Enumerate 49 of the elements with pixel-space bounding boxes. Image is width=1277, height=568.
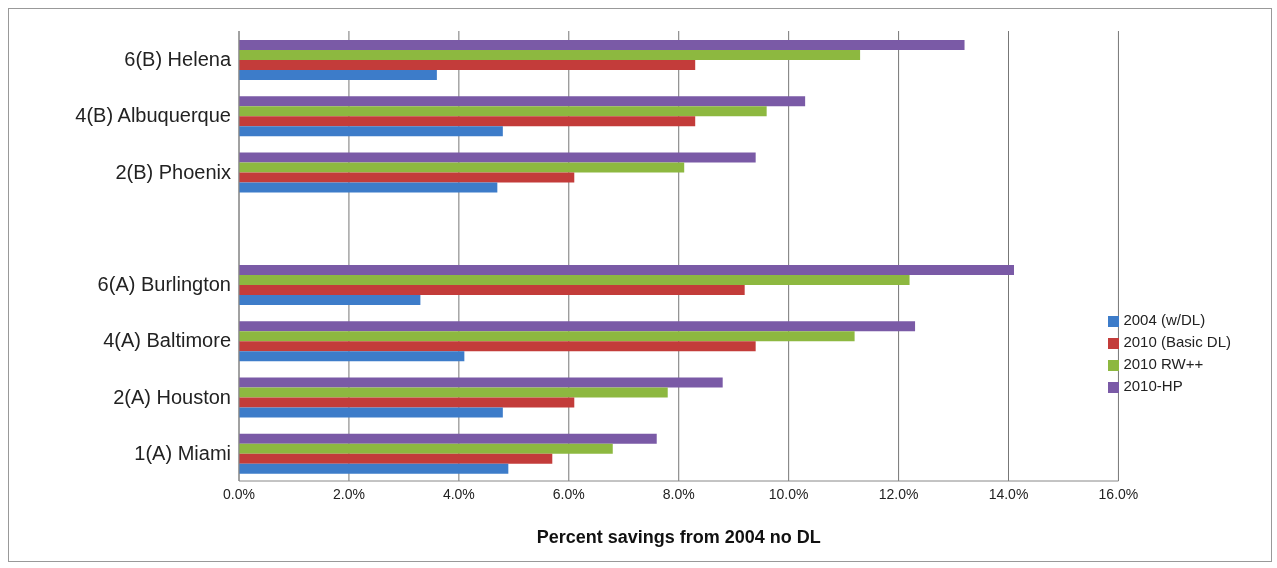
x-tick-label: 16.0% [1098, 485, 1139, 502]
bar [239, 116, 696, 127]
x-tick-label: 4.0% [442, 485, 475, 502]
bar [239, 162, 685, 173]
legend-label: 2010-HP [1123, 377, 1183, 394]
bar [239, 182, 498, 193]
y-tick-label: 1(A) Miami [134, 441, 231, 464]
legend-label: 2010 (Basic DL) [1123, 333, 1231, 350]
bar [239, 387, 668, 398]
x-tick-label: 8.0% [662, 485, 695, 502]
bar [239, 40, 965, 50]
x-tick-label: 2.0% [332, 485, 365, 502]
bar [239, 331, 855, 342]
bar [239, 351, 465, 362]
y-tick-label: 6(B) Helena [124, 48, 232, 71]
bar [239, 275, 910, 285]
bar [239, 433, 657, 444]
bar [239, 285, 745, 295]
x-tick-label: 6.0% [552, 485, 585, 502]
y-tick-label: 4(B) Albuquerque [75, 104, 231, 127]
bar [239, 295, 421, 305]
legend-label: 2004 (w/DL) [1123, 311, 1206, 328]
bar [239, 341, 756, 352]
bar [239, 265, 1014, 275]
bar [239, 321, 916, 332]
y-tick-label: 6(A) Burlington [97, 273, 231, 296]
bar [239, 106, 767, 117]
bar [239, 70, 437, 80]
bar [239, 50, 861, 60]
bar [239, 152, 756, 163]
legend-label: 2010 RW++ [1123, 355, 1204, 372]
bar [239, 407, 503, 418]
bar [239, 453, 553, 464]
bar [239, 397, 575, 408]
bar [239, 126, 503, 137]
bar [239, 172, 575, 183]
bar [239, 60, 696, 70]
y-tick-label: 2(B) Phoenix [115, 160, 231, 183]
y-tick-label: 2(A) Houston [113, 385, 231, 408]
bar [239, 377, 723, 388]
bar [239, 96, 806, 107]
x-tick-label: 12.0% [878, 485, 919, 502]
x-tick-label: 0.0% [223, 485, 255, 502]
x-axis-title: Percent savings from 2004 no DL [536, 527, 821, 547]
bar [239, 463, 509, 474]
x-tick-label: 10.0% [768, 485, 809, 502]
x-tick-label: 14.0% [988, 485, 1029, 502]
y-tick-label: 4(A) Baltimore [103, 329, 231, 352]
bar [239, 443, 613, 454]
